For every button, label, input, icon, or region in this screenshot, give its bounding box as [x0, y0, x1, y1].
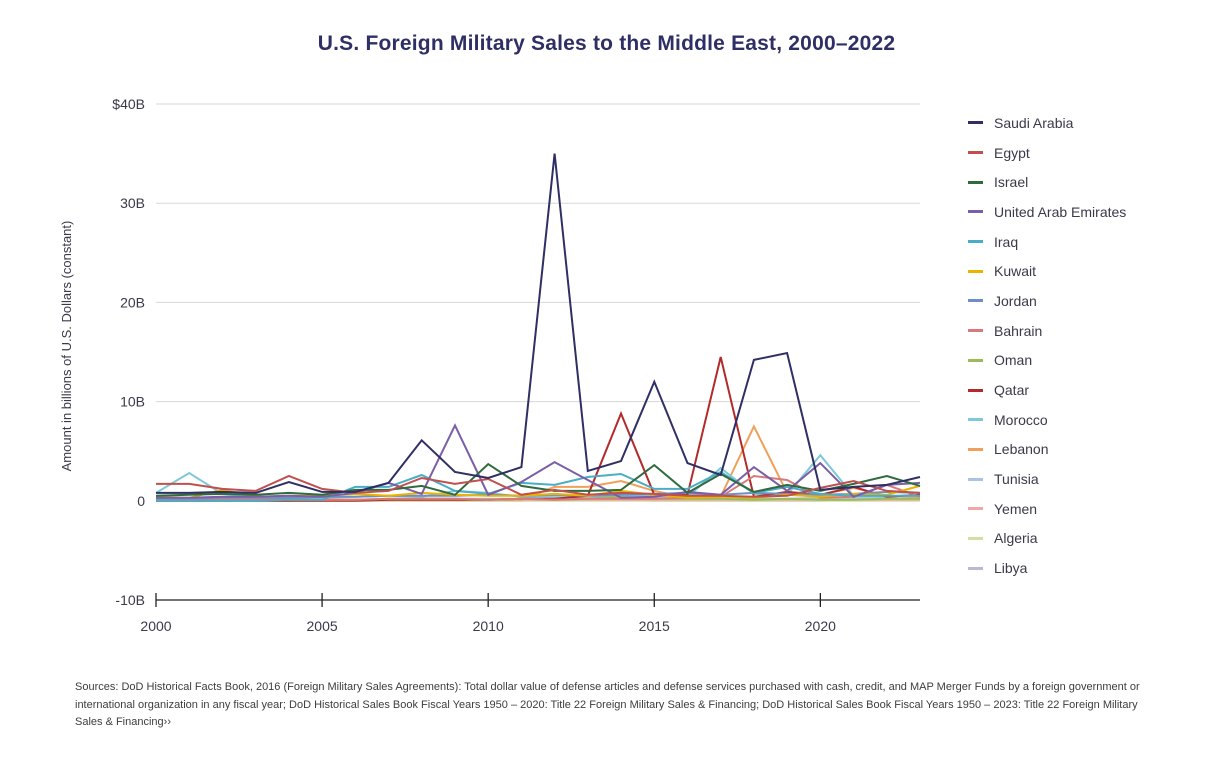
y-tick-label: 20B	[120, 294, 145, 310]
y-axis-label: Amount in billions of U.S. Dollars (cons…	[59, 221, 74, 472]
legend-swatch	[968, 180, 983, 184]
legend-label: Kuwait	[994, 263, 1037, 280]
legend-item: Algeria	[968, 524, 1208, 554]
legend-swatch	[968, 121, 983, 125]
chart-title: U.S. Foreign Military Sales to the Middl…	[317, 32, 896, 55]
legend-swatch	[968, 388, 983, 392]
legend-label: Qatar	[994, 382, 1030, 399]
legend-label: Yemen	[994, 500, 1038, 517]
legend-label: Morocco	[994, 411, 1048, 428]
y-tick-label: 10B	[120, 394, 145, 410]
legend-swatch	[968, 210, 983, 214]
legend-label: Israel	[994, 174, 1029, 191]
axes: -10B 0 10B 20B 30B $40B 2000 2005 2010 2015 2020	[112, 96, 920, 634]
legend-label: Lebanon	[994, 441, 1049, 458]
legend-label: Jordan	[994, 292, 1037, 309]
legend-label: Oman	[994, 352, 1033, 369]
legend-swatch	[968, 240, 983, 244]
legend-item: Saudi Arabia	[968, 108, 1208, 138]
legend-swatch	[968, 358, 983, 362]
series-line-saudi-arabia	[156, 153, 921, 494]
y-tick-label: 0	[137, 493, 145, 509]
legend-swatch	[968, 269, 983, 273]
legend-label: Egypt	[994, 144, 1030, 161]
legend-item: Kuwait	[968, 256, 1208, 286]
x-tick-label: 2015	[639, 618, 670, 634]
x-tick-label: 2000	[140, 618, 171, 634]
legend-label: United Arab Emirates	[994, 203, 1127, 220]
legend-item: Iraq	[968, 227, 1208, 257]
series-line-israel	[155, 462, 921, 497]
y-tick-label: $40B	[112, 96, 145, 112]
legend-item: Oman	[968, 346, 1208, 376]
legend: Saudi Arabia Egypt Israel United Arab Emira…	[968, 108, 1208, 583]
legend-item: Morocco	[968, 405, 1208, 435]
sources-note: Sources: DoD Historical Facts Book, 2016…	[75, 681, 1140, 728]
x-tick-label: 2020	[805, 618, 836, 634]
legend-swatch	[968, 536, 983, 540]
legend-item: Egypt	[968, 138, 1208, 168]
legend-label: Saudi Arabia	[994, 114, 1074, 131]
legend-label: Algeria	[994, 530, 1038, 547]
legend-item: United Arab Emirates	[968, 197, 1208, 227]
series-line-egypt	[156, 474, 921, 498]
legend-swatch	[968, 418, 983, 422]
y-tick-label: -10B	[115, 592, 145, 608]
x-tick-label: 2005	[307, 618, 338, 634]
legend-item: Israel	[968, 167, 1208, 197]
legend-swatch	[968, 299, 983, 303]
y-tick-label: 30B	[120, 195, 145, 211]
legend-swatch	[968, 329, 983, 333]
legend-item: Yemen	[968, 494, 1208, 524]
series-lines	[155, 153, 921, 502]
legend-item: Libya	[968, 553, 1208, 583]
legend-swatch	[968, 447, 983, 451]
legend-item: Tunisia	[968, 464, 1208, 494]
legend-item: Jordan	[968, 286, 1208, 316]
legend-item: Qatar	[968, 375, 1208, 405]
legend-item: Lebanon	[968, 435, 1208, 465]
legend-label: Bahrain	[994, 322, 1043, 339]
legend-swatch	[968, 477, 983, 481]
x-tick-label: 2010	[473, 618, 504, 634]
legend-item: Bahrain	[968, 316, 1208, 346]
legend-swatch	[968, 507, 983, 511]
legend-label: Libya	[994, 560, 1028, 577]
series-line-united-arab-emirates	[156, 423, 921, 499]
legend-swatch	[968, 566, 983, 570]
legend-label: Iraq	[994, 233, 1019, 250]
legend-swatch	[968, 151, 983, 155]
series-line-iraq	[156, 470, 920, 502]
legend-label: Tunisia	[994, 471, 1039, 488]
